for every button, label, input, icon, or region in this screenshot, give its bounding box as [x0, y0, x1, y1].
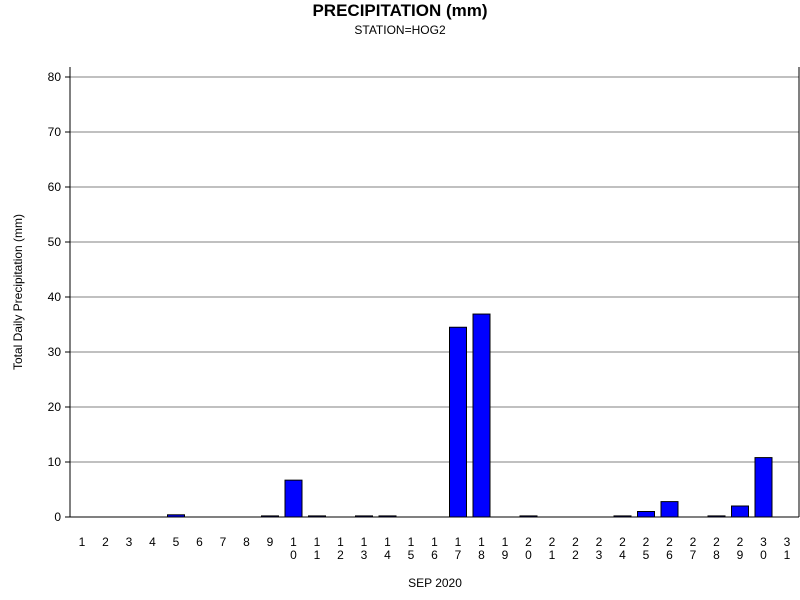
x-axis-title: SEP 2020 [408, 576, 462, 590]
y-tick-label: 30 [48, 345, 62, 359]
bars [167, 313, 773, 518]
bar-day-26 [660, 501, 679, 518]
x-tick-label: 3 [126, 535, 133, 549]
bar-day-25 [637, 511, 655, 518]
x-tick-label: 2 [102, 535, 109, 549]
x-tick-label: 9 [267, 535, 274, 549]
grid-lines [70, 76, 799, 463]
y-axis-title: Total Daily Precipitation (mm) [11, 214, 25, 370]
bar-day-30 [754, 457, 773, 518]
x-tick-label: 4 [149, 535, 156, 549]
y-tick-label: 40 [48, 290, 62, 304]
x-tick-label: 8 [243, 535, 250, 549]
y-tick-label: 0 [54, 510, 61, 524]
y-tick-label: 60 [48, 180, 62, 194]
bar-day-17 [449, 326, 467, 518]
chart-subtitle: STATION=HOG2 [354, 23, 446, 37]
bar-day-18 [472, 313, 491, 518]
x-tick-label: 7 [220, 535, 227, 549]
y-tick-label: 20 [48, 400, 62, 414]
chart-title: PRECIPITATION (mm) [312, 1, 488, 20]
y-tick-label: 10 [48, 455, 62, 469]
bar-day-10 [284, 479, 303, 518]
x-tick-label: 6 [196, 535, 203, 549]
y-tick-label: 70 [48, 125, 62, 139]
y-tick-label: 80 [48, 70, 62, 84]
x-tick-label: 5 [173, 535, 180, 549]
x-tick-label: 1 [79, 535, 86, 549]
y-tick-label: 50 [48, 235, 62, 249]
bar-day-29 [731, 505, 749, 518]
